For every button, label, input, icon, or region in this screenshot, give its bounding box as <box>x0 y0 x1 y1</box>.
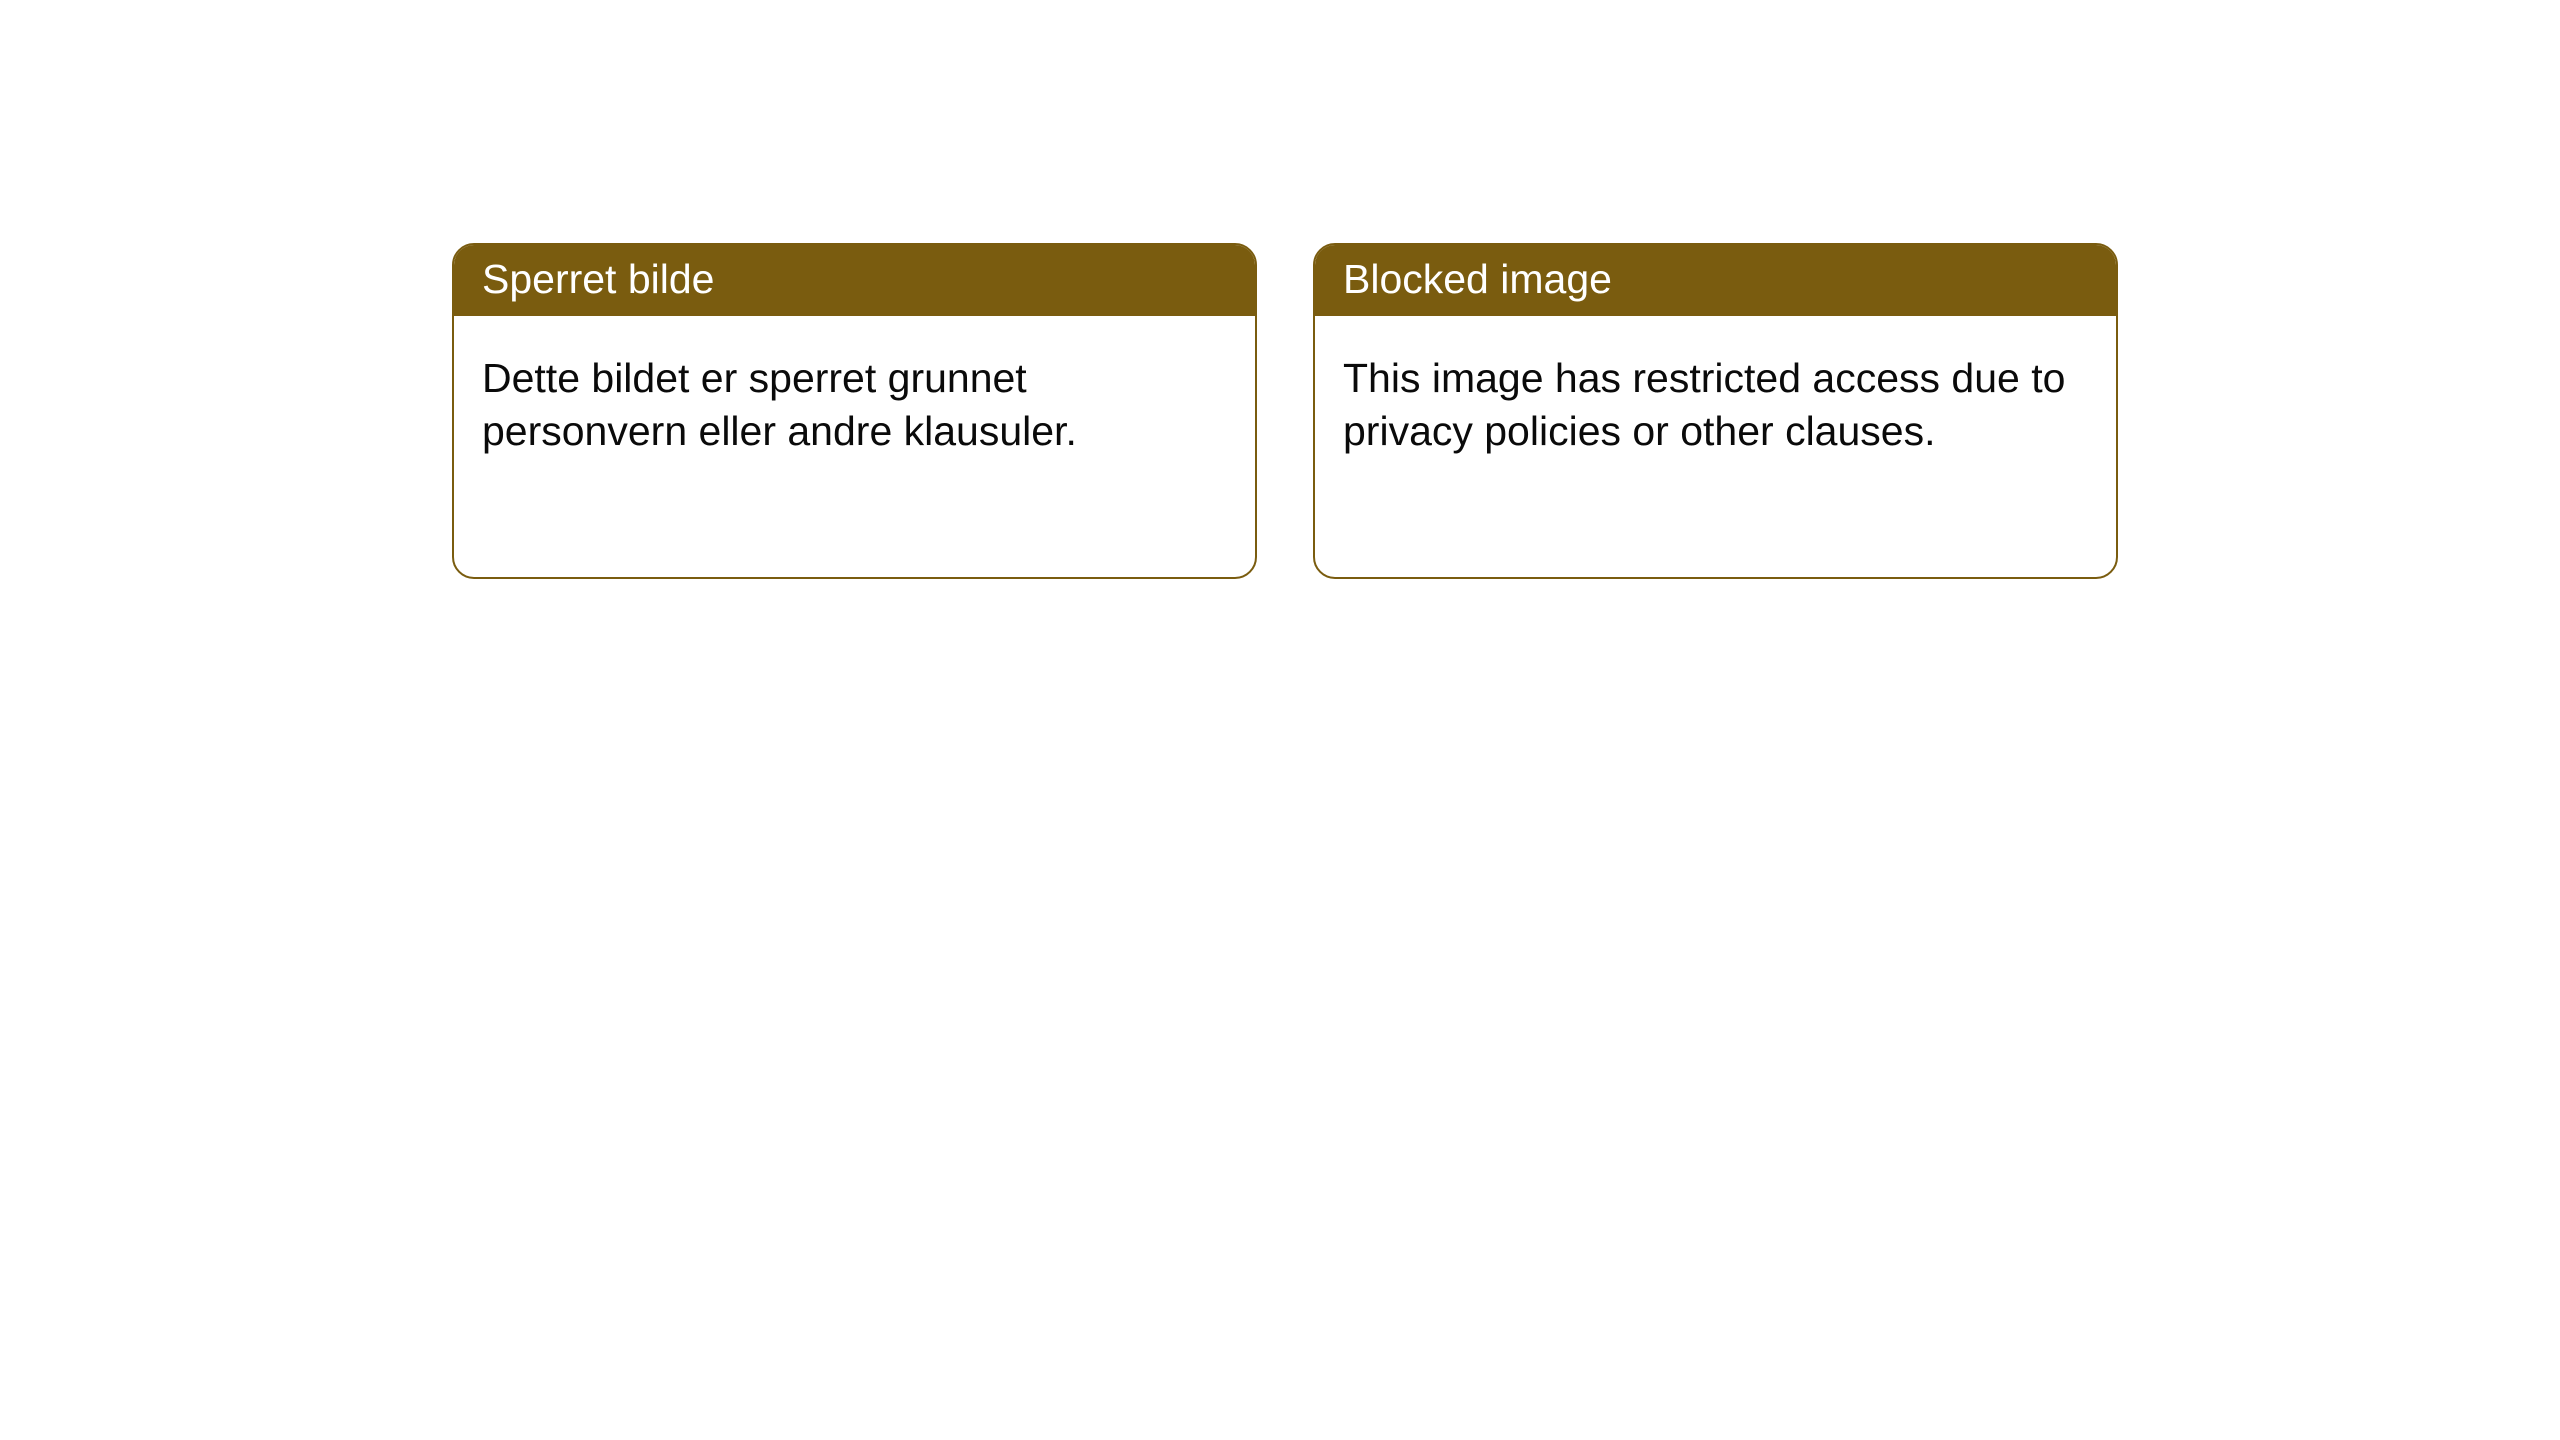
card-title: Sperret bilde <box>454 245 1255 316</box>
notice-container: Sperret bilde Dette bildet er sperret gr… <box>452 243 2118 579</box>
blocked-image-card-norwegian: Sperret bilde Dette bildet er sperret gr… <box>452 243 1257 579</box>
card-title: Blocked image <box>1315 245 2116 316</box>
blocked-image-card-english: Blocked image This image has restricted … <box>1313 243 2118 579</box>
card-body-text: This image has restricted access due to … <box>1315 316 2116 493</box>
card-body-text: Dette bildet er sperret grunnet personve… <box>454 316 1255 493</box>
